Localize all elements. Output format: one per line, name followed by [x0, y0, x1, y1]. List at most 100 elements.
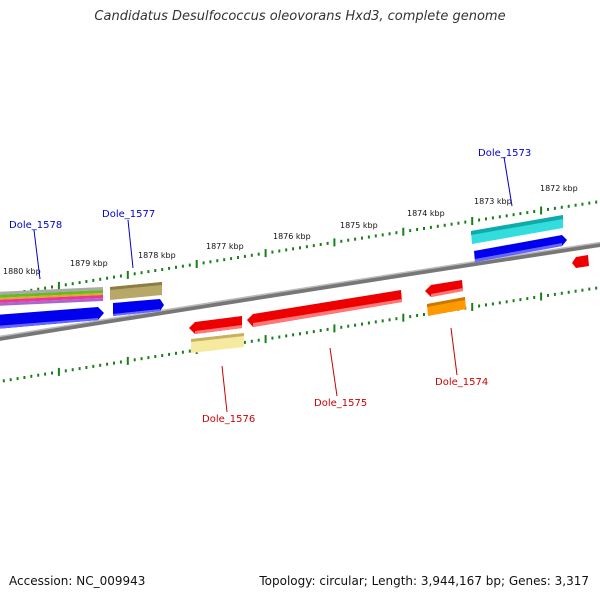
- minor-tick: [250, 339, 253, 343]
- minor-tick: [361, 236, 363, 240]
- minor-tick: [595, 286, 598, 290]
- reverse-gene-arrows: [189, 255, 589, 353]
- minor-tick: [216, 259, 219, 263]
- minor-tick: [567, 290, 570, 294]
- map-title: Candidatus Desulfococcus oleovorans Hxd3…: [94, 9, 506, 24]
- major-tick: [540, 206, 543, 215]
- gene-label[interactable]: Dole_1578: [9, 220, 62, 231]
- minor-tick: [44, 286, 47, 290]
- minor-tick: [340, 239, 343, 243]
- minor-tick: [374, 320, 377, 324]
- minor-tick: [560, 291, 563, 295]
- kbp-label: 1878 kbp: [138, 251, 176, 260]
- minor-tick: [388, 318, 391, 322]
- major-tick: [195, 260, 198, 268]
- minor-tick: [113, 361, 115, 365]
- gene-label[interactable]: Dole_1575: [314, 398, 367, 409]
- major-tick: [402, 227, 405, 236]
- minor-tick: [181, 350, 184, 354]
- minor-tick: [168, 266, 171, 270]
- minor-tick: [319, 243, 322, 246]
- minor-tick: [237, 256, 239, 259]
- minor-tick: [154, 355, 157, 358]
- minor-tick: [278, 335, 281, 339]
- minor-tick: [464, 220, 467, 224]
- minor-tick: [367, 321, 370, 325]
- kbp-label: 1872 kbp: [540, 184, 578, 193]
- minor-tick: [505, 300, 508, 304]
- minor-tick: [478, 304, 481, 308]
- major-tick: [264, 335, 267, 344]
- minor-tick: [181, 264, 184, 268]
- minor-tick: [2, 379, 5, 383]
- minor-tick: [326, 327, 329, 331]
- minor-tick: [133, 272, 136, 276]
- kbp-labels: 1880 kbp 1879 kbp 1878 kbp 1877 kbp 1876…: [3, 184, 578, 276]
- kbp-label: 1876 kbp: [273, 232, 311, 241]
- minor-tick: [243, 254, 246, 258]
- gene-label[interactable]: Dole_1573: [478, 148, 531, 159]
- gene-label[interactable]: Dole_1577: [102, 209, 155, 220]
- genome-backbone: [0, 241, 600, 341]
- minor-tick: [574, 203, 577, 207]
- minor-tick: [423, 313, 425, 316]
- gene-track-left-stack: [0, 287, 103, 306]
- minor-tick: [581, 288, 584, 292]
- minor-tick: [209, 260, 212, 264]
- minor-tick: [299, 332, 301, 336]
- minor-tick: [395, 231, 398, 235]
- kbp-label: 1880 kbp: [3, 267, 41, 276]
- minor-tick: [436, 224, 439, 228]
- genome-backbone-highlight: [0, 241, 600, 338]
- minor-tick: [319, 329, 322, 332]
- minor-tick: [354, 323, 357, 327]
- minor-tick: [416, 228, 419, 231]
- gene-label[interactable]: Dole_1576: [202, 414, 255, 425]
- gene-label[interactable]: Dole_1574: [435, 377, 488, 388]
- minor-tick: [498, 215, 501, 219]
- major-tick: [333, 324, 336, 333]
- gene-arrow[interactable]: [572, 255, 589, 268]
- minor-tick: [113, 275, 115, 279]
- minor-tick: [257, 252, 260, 256]
- minor-tick: [23, 376, 26, 379]
- minor-tick: [512, 213, 515, 217]
- topology-summary: Topology: circular; Length: 3,944,167 bp…: [259, 574, 589, 588]
- outer-tick-ring: [2, 200, 598, 297]
- minor-tick: [78, 281, 81, 285]
- minor-tick: [581, 202, 584, 206]
- minor-tick: [147, 356, 150, 360]
- major-tick: [126, 356, 129, 365]
- minor-tick: [99, 363, 102, 367]
- minor-tick: [560, 205, 563, 209]
- minor-tick: [416, 314, 419, 317]
- minor-tick: [305, 245, 308, 249]
- major-tick: [540, 292, 543, 301]
- minor-tick: [202, 261, 205, 265]
- major-tick: [57, 281, 60, 290]
- minor-tick: [388, 232, 391, 236]
- minor-tick: [588, 201, 591, 205]
- minor-tick: [588, 287, 591, 291]
- minor-tick: [395, 317, 398, 321]
- minor-tick: [367, 235, 370, 239]
- minor-tick: [85, 280, 88, 283]
- kbp-label: 1877 kbp: [206, 242, 244, 251]
- minor-tick: [119, 360, 122, 364]
- minor-tick: [326, 241, 329, 245]
- minor-tick: [16, 377, 19, 381]
- kbp-label: 1879 kbp: [70, 259, 108, 268]
- minor-tick: [175, 351, 177, 355]
- minor-tick: [168, 352, 171, 356]
- minor-tick: [71, 368, 74, 372]
- minor-tick: [37, 287, 40, 291]
- gene-arrow[interactable]: [0, 307, 104, 329]
- major-tick: [402, 313, 405, 322]
- minor-tick: [175, 265, 177, 269]
- minor-tick: [92, 278, 95, 282]
- minor-tick: [99, 277, 102, 281]
- minor-tick: [533, 296, 536, 299]
- major-tick: [57, 367, 60, 376]
- minor-tick: [44, 372, 47, 376]
- minor-tick: [37, 373, 40, 377]
